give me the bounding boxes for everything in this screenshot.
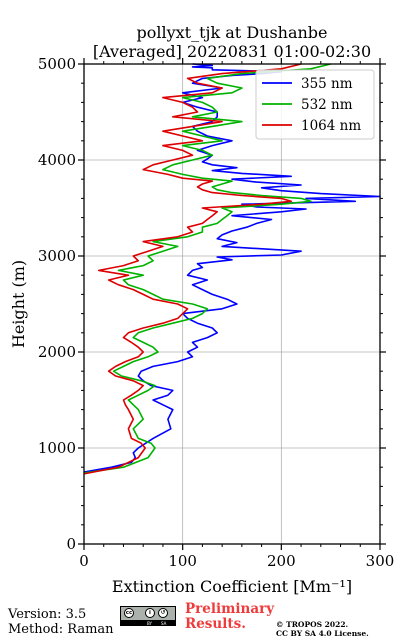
series-lines — [83, 63, 381, 475]
copyright-line-2: CC BY SA 4.0 License. — [276, 629, 369, 638]
x-axis-label: Extinction Coefficient [Mm⁻¹] — [112, 577, 352, 596]
method-text: Method: Raman — [8, 622, 114, 637]
x-tick-label: 100 — [168, 552, 197, 570]
by-label: BY — [147, 621, 152, 626]
extinction-profile-chart: pollyxt_tjk at Dushanbe [Averaged] 20220… — [9, 23, 395, 596]
copyright-line-1: © TROPOS 2022. — [276, 620, 349, 629]
preliminary-line: Preliminary Results. — [185, 601, 275, 632]
copyright-notice: © TROPOS 2022. CC BY SA 4.0 License. — [276, 620, 369, 638]
legend-label: 1064 nm — [301, 118, 361, 134]
share-alike-icon: ↺ — [158, 608, 168, 618]
x-tick-label: 200 — [267, 552, 296, 570]
legend: 355 nm 532 nm 1064 nm — [255, 69, 375, 140]
attribution-icon: i — [145, 608, 155, 618]
y-tick-label: 5000 — [38, 55, 76, 73]
version-text: Version: 3.5 — [8, 607, 87, 622]
y-tick-label: 4000 — [38, 151, 76, 169]
legend-label: 355 nm — [301, 76, 353, 92]
legend-label: 532 nm — [301, 97, 353, 113]
y-tick-label: 0 — [66, 535, 76, 553]
y-axis-label: Height (m) — [9, 260, 28, 348]
y-tick-label: 1000 — [38, 439, 76, 457]
chart-subtitle: [Averaged] 20220831 01:00-02:30 — [93, 42, 371, 61]
series-line-532-nm — [83, 63, 331, 474]
y-tick-label: 2000 — [38, 343, 76, 361]
cc-license-badge: cc i ↺ BY SA — [120, 606, 176, 626]
chart-title: pollyxt_tjk at Dushanbe — [136, 23, 327, 42]
cc-icon: cc — [124, 608, 134, 618]
plot-frame — [83, 63, 381, 545]
x-tick-label: 0 — [79, 552, 89, 570]
preliminary-results-text: Preliminary Results. — [185, 602, 274, 632]
legend-box — [255, 69, 375, 140]
sa-label: SA — [161, 621, 167, 626]
y-tick-label: 3000 — [38, 247, 76, 265]
series-line-1064-nm — [83, 63, 302, 475]
x-tick-label: 300 — [366, 552, 395, 570]
